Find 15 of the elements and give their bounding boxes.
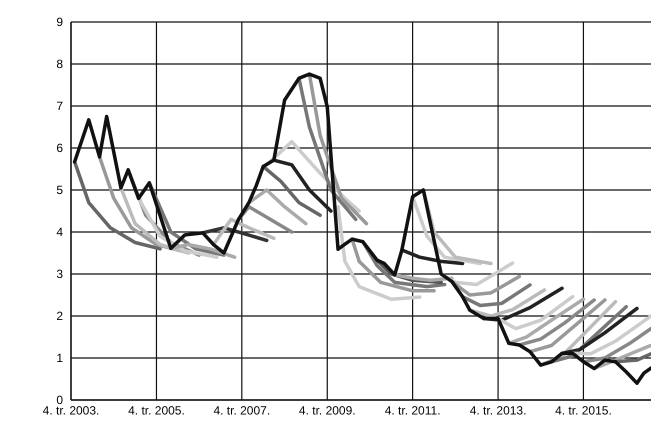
- x-tick-label: 4. tr. 2013.: [470, 404, 526, 418]
- x-tick-label: 4. tr. 2005.: [128, 404, 185, 418]
- y-tick-label: 2: [56, 308, 64, 323]
- y-tick-label: 8: [56, 56, 64, 71]
- y-tick-label: 7: [56, 98, 64, 113]
- y-tick-label: 6: [56, 140, 64, 155]
- y-tick-label: 9: [56, 14, 64, 29]
- x-tick-label: 4. tr. 2015.: [555, 404, 612, 418]
- y-tick-label: 4: [56, 224, 64, 239]
- x-tick-label: 4. tr. 2007.: [213, 404, 270, 418]
- x-tick-label: 4. tr. 2011.: [384, 404, 441, 418]
- y-tick-label: 1: [56, 350, 64, 365]
- x-tick-label: 4. tr. 2009.: [298, 404, 356, 418]
- y-tick-label: 3: [56, 266, 64, 281]
- y-tick-label: 5: [56, 182, 64, 197]
